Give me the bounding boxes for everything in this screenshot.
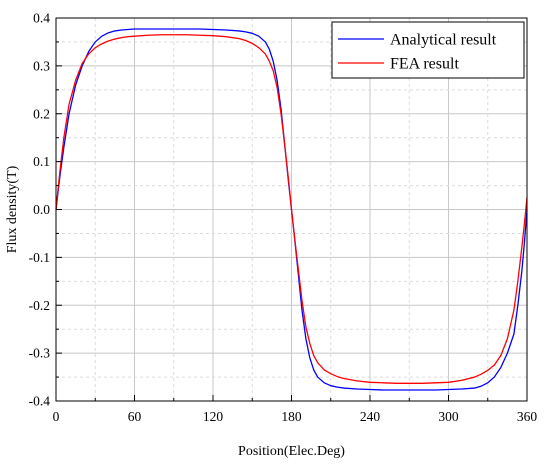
x-tick-label: 120 bbox=[203, 409, 224, 424]
y-tick-label: 0.1 bbox=[33, 154, 50, 169]
series-line-fea bbox=[55, 34, 528, 384]
legend: Analytical result FEA result bbox=[331, 21, 525, 79]
legend-box bbox=[331, 21, 525, 79]
axis-ticks: 0 60 120 180 240 300 360 -0.4 -0.3 -0.2 -0.1 0.0 0.1… bbox=[29, 11, 538, 425]
y-tick-label: 0.2 bbox=[33, 106, 50, 121]
x-tick-label: 300 bbox=[438, 409, 459, 424]
x-axis-title: Position(Elec.Deg) bbox=[238, 444, 345, 459]
x-tick-label: 360 bbox=[517, 409, 538, 424]
y-tick-label: -0.3 bbox=[29, 346, 51, 361]
x-tick-label: 60 bbox=[128, 409, 142, 424]
legend-label-fea: FEA result bbox=[390, 56, 459, 73]
y-tick-label: 0.3 bbox=[33, 58, 50, 73]
x-tick-label: 240 bbox=[360, 409, 381, 424]
y-tick-label: -0.2 bbox=[29, 298, 50, 313]
series-lines bbox=[55, 28, 528, 391]
y-axis-title: Flux density(T) bbox=[5, 165, 20, 253]
legend-label-analytical: Analytical result bbox=[390, 32, 497, 49]
x-tick-label: 180 bbox=[281, 409, 302, 424]
y-tick-label: -0.1 bbox=[29, 250, 50, 265]
y-tick-label: -0.4 bbox=[29, 394, 51, 409]
x-tick-label: 0 bbox=[53, 409, 60, 424]
y-tick-label: 0.0 bbox=[33, 202, 50, 217]
y-tick-label: 0.4 bbox=[33, 11, 50, 26]
